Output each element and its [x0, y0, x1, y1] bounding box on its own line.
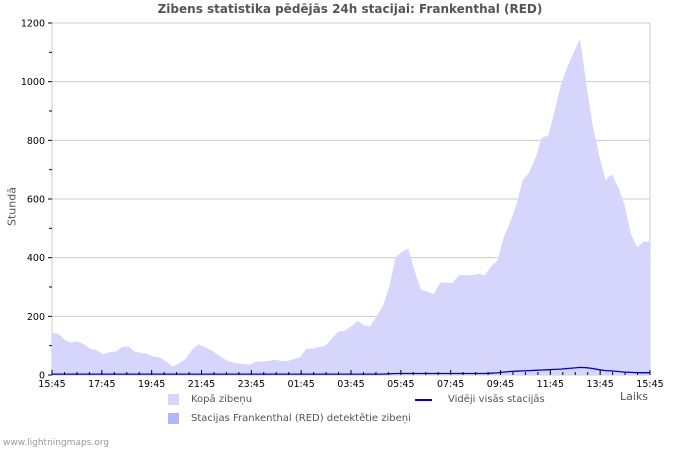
- y-axis-ticks: 0 200 400 600 800 1000 1200: [21, 19, 52, 382]
- chart-title: Zibens statistika pēdējās 24h stacijai: …: [157, 2, 543, 16]
- total-lightning-area: [52, 39, 650, 375]
- svg-text:15:45: 15:45: [636, 379, 663, 390]
- svg-text:600: 600: [27, 195, 45, 206]
- svg-text:01:45: 01:45: [287, 379, 314, 390]
- svg-text:400: 400: [27, 253, 45, 264]
- svg-text:09:45: 09:45: [487, 379, 514, 390]
- legend-total-label: Kopā zibeņu: [191, 394, 253, 405]
- svg-text:1200: 1200: [21, 19, 45, 30]
- legend-station-label: Stacijas Frankenthal (RED) detektētie zi…: [191, 413, 411, 424]
- svg-text:11:45: 11:45: [537, 379, 564, 390]
- y-axis-label: Stundā: [5, 187, 19, 226]
- svg-text:800: 800: [27, 136, 45, 147]
- svg-text:03:45: 03:45: [337, 379, 364, 390]
- legend-total-swatch: [168, 394, 179, 405]
- legend-station-swatch: [168, 413, 179, 424]
- legend-station: Stacijas Frankenthal (RED) detektētie zi…: [168, 413, 411, 424]
- svg-text:0: 0: [39, 371, 45, 382]
- svg-text:05:45: 05:45: [387, 379, 414, 390]
- legend-total: Kopā zibeņu: [168, 394, 252, 405]
- x-axis-ticks: 15:45 17:45 19:45 21:45 23:45 01:45 03:45 05:45…: [38, 370, 664, 390]
- svg-text:07:45: 07:45: [437, 379, 464, 390]
- svg-text:15:45: 15:45: [38, 379, 65, 390]
- legend-average-label: Vidēji visās stacijās: [448, 394, 545, 405]
- footer-link[interactable]: www.lightningmaps.org: [3, 438, 109, 448]
- svg-text:19:45: 19:45: [138, 379, 165, 390]
- x-axis-label: Laiks: [620, 390, 649, 403]
- svg-text:23:45: 23:45: [238, 379, 265, 390]
- legend-average: Vidēji visās stacijās: [415, 394, 545, 405]
- legend-average-swatch: [415, 398, 432, 401]
- svg-text:1000: 1000: [21, 77, 45, 88]
- svg-text:13:45: 13:45: [586, 379, 613, 390]
- svg-text:200: 200: [27, 312, 45, 323]
- svg-text:17:45: 17:45: [88, 379, 115, 390]
- svg-text:21:45: 21:45: [188, 379, 215, 390]
